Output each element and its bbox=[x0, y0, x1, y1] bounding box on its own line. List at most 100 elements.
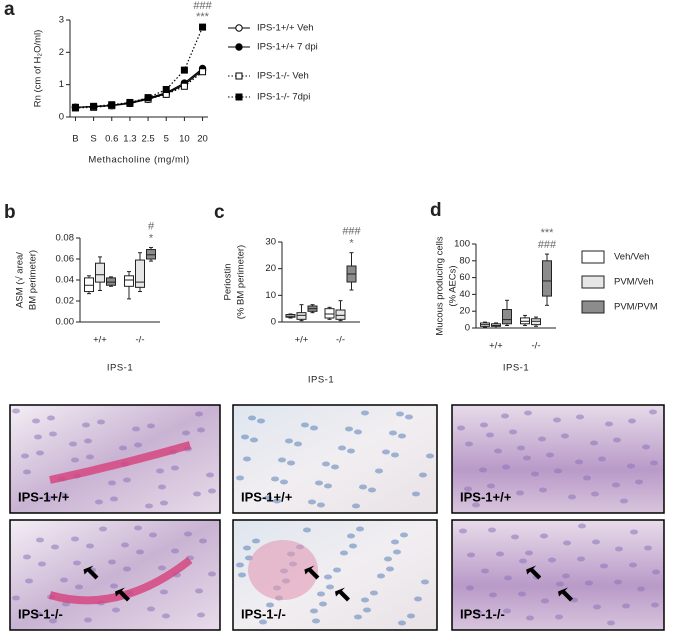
y-axis-label: Periostin bbox=[223, 264, 234, 301]
cell-nucleus bbox=[472, 502, 480, 508]
box bbox=[296, 312, 307, 320]
cell-nucleus bbox=[21, 453, 29, 459]
cell-nucleus bbox=[466, 585, 474, 591]
cell-nucleus bbox=[112, 607, 120, 613]
cell-nucleus bbox=[324, 483, 332, 489]
arrow bbox=[558, 587, 573, 602]
cell-nucleus bbox=[45, 495, 53, 501]
cell-nucleus bbox=[250, 437, 258, 443]
cell-nucleus bbox=[23, 554, 31, 560]
cell-nucleus bbox=[303, 527, 311, 533]
cell-nucleus bbox=[628, 418, 636, 424]
cell-nucleus bbox=[553, 417, 561, 423]
cell-nucleus bbox=[285, 438, 293, 444]
cell-nucleus bbox=[338, 445, 346, 451]
cell-nucleus bbox=[264, 495, 272, 501]
cell-nucleus bbox=[359, 484, 367, 490]
cell-nucleus bbox=[457, 425, 465, 431]
cell-nucleus bbox=[622, 603, 630, 609]
cell-nucleus bbox=[333, 567, 341, 573]
cell-nucleus bbox=[556, 581, 564, 587]
marker bbox=[71, 103, 79, 111]
stained-muscle bbox=[49, 441, 192, 484]
annotation: ### bbox=[538, 239, 557, 251]
x-axis-label: Methacholine (mg/ml) bbox=[88, 155, 189, 166]
cell-nucleus bbox=[361, 410, 369, 416]
cell-nucleus bbox=[386, 566, 394, 572]
y-tick-label: 3 bbox=[59, 15, 64, 26]
cell-nucleus bbox=[95, 499, 103, 505]
cell-nucleus bbox=[349, 543, 357, 549]
cell-nucleus bbox=[465, 441, 473, 447]
x-tick-label: +/+ bbox=[295, 335, 309, 346]
cell-nucleus bbox=[136, 549, 144, 555]
cell-nucleus bbox=[479, 467, 487, 473]
box bbox=[84, 277, 94, 293]
cell-nucleus bbox=[489, 592, 497, 598]
cell-nucleus bbox=[593, 604, 601, 610]
marker bbox=[90, 102, 98, 110]
y-tick-label: 0 bbox=[465, 323, 470, 334]
cell-nucleus bbox=[184, 531, 192, 537]
y-tick-label: 80 bbox=[459, 255, 470, 266]
cell-nucleus bbox=[516, 490, 524, 496]
box bbox=[335, 309, 346, 320]
cell-nucleus bbox=[526, 615, 534, 621]
marker bbox=[108, 101, 116, 109]
y-axis-label: Rn (cm of H₂O/ml) bbox=[33, 30, 44, 108]
y-axis-label: ASM (√ area/ bbox=[15, 252, 26, 308]
cell-nucleus bbox=[539, 487, 547, 493]
cell-nucleus bbox=[345, 426, 353, 432]
cell-nucleus bbox=[585, 580, 593, 586]
cell-nucleus bbox=[32, 418, 40, 424]
cell-nucleus bbox=[310, 608, 318, 614]
y-tick-label: 2 bbox=[59, 47, 64, 58]
cell-nucleus bbox=[73, 560, 81, 566]
cell-nucleus bbox=[71, 536, 79, 542]
x-tick-label: -/- bbox=[136, 335, 145, 346]
cell-nucleus bbox=[312, 618, 320, 624]
cell-nucleus bbox=[590, 440, 598, 446]
legend-swatch bbox=[581, 300, 605, 314]
x-tick-label: 10 bbox=[179, 134, 190, 145]
y-axis-label: (% AECs) bbox=[448, 265, 459, 306]
cell-nucleus bbox=[158, 565, 166, 571]
cell-nucleus bbox=[310, 425, 318, 431]
micrograph bbox=[451, 404, 665, 514]
cell-nucleus bbox=[145, 503, 153, 509]
cell-nucleus bbox=[487, 483, 495, 489]
y-axis-label: (% BM perimeter) bbox=[236, 245, 247, 319]
image-label: IPS-1-/- bbox=[18, 606, 63, 621]
cell-nucleus bbox=[391, 539, 399, 545]
box bbox=[135, 259, 145, 288]
cell-nucleus bbox=[517, 445, 525, 451]
cell-nucleus bbox=[488, 527, 496, 533]
cell-nucleus bbox=[614, 579, 622, 585]
cell-nucleus bbox=[317, 591, 325, 597]
cell-nucleus bbox=[193, 491, 201, 497]
legend-label: IPS-1+/+ 7 dpi bbox=[257, 42, 318, 53]
image-label: IPS-1+/+ bbox=[460, 489, 512, 504]
cell-nucleus bbox=[578, 523, 586, 529]
cell-nucleus bbox=[49, 618, 57, 624]
cell-nucleus bbox=[36, 537, 44, 543]
arrow bbox=[304, 565, 320, 580]
cell-nucleus bbox=[524, 410, 532, 416]
cell-nucleus bbox=[34, 434, 42, 440]
cell-nucleus bbox=[354, 614, 362, 620]
cell-nucleus bbox=[160, 589, 168, 595]
x-tick-label: +/+ bbox=[93, 335, 107, 346]
cell-nucleus bbox=[576, 414, 584, 420]
cell-nucleus bbox=[147, 423, 155, 429]
y-tick-label: 0.00 bbox=[56, 317, 75, 328]
annotation: # bbox=[148, 220, 155, 232]
panel-letter: b bbox=[4, 202, 16, 223]
cell-nucleus bbox=[34, 611, 42, 617]
cell-nucleus bbox=[75, 584, 83, 590]
cell-nucleus bbox=[592, 539, 600, 545]
cell-nucleus bbox=[474, 609, 482, 615]
cell-nucleus bbox=[629, 562, 637, 568]
cell-nucleus bbox=[301, 422, 309, 428]
cell-nucleus bbox=[650, 460, 658, 466]
annotation: ### bbox=[193, 0, 212, 12]
